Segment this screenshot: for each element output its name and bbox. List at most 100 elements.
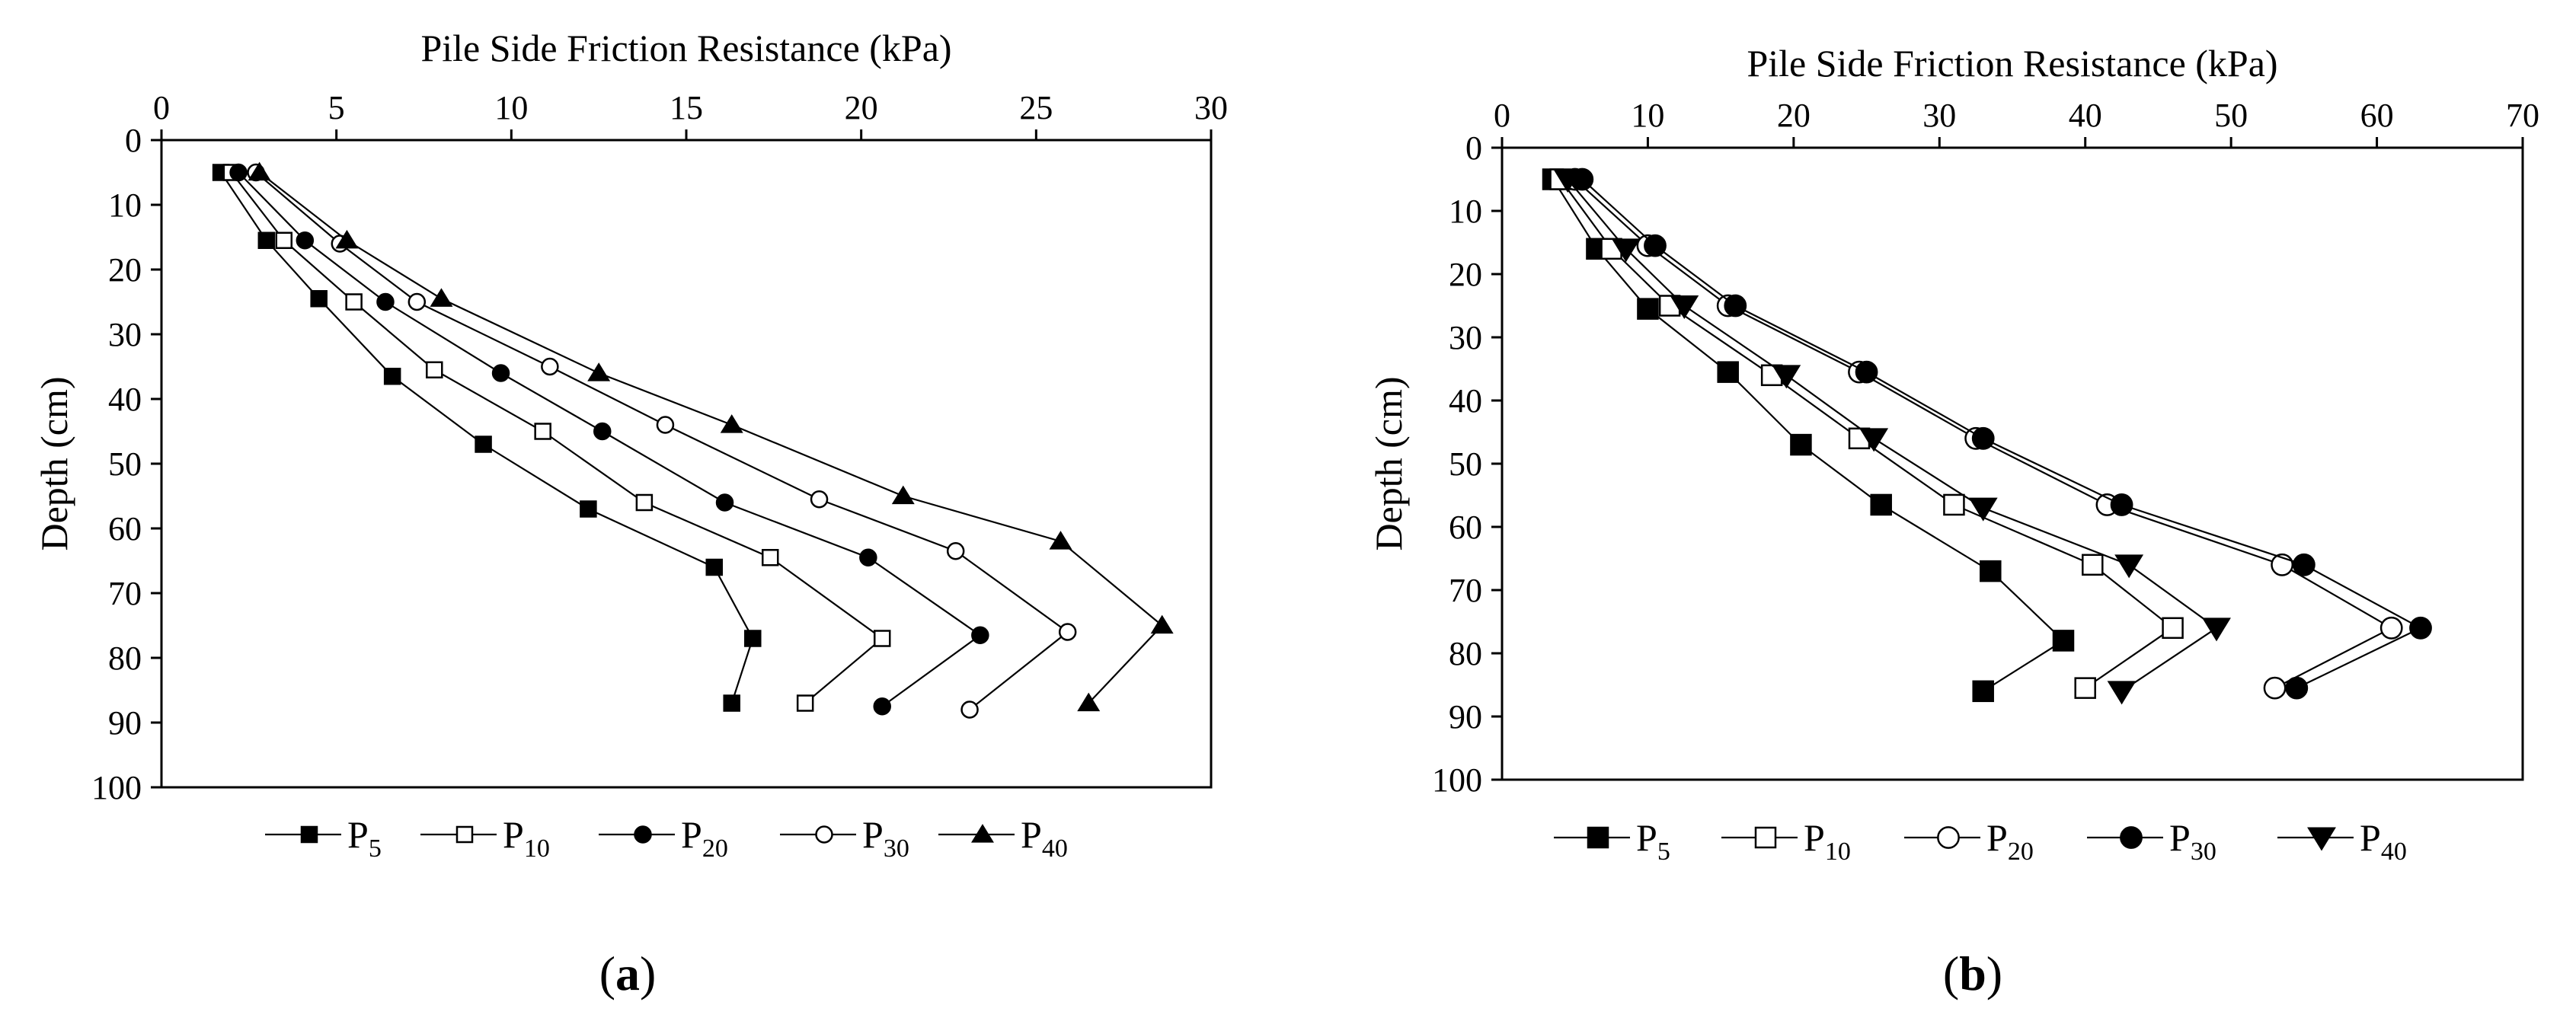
y-tick-label: 100 bbox=[91, 769, 142, 806]
x-tick-label: 50 bbox=[2214, 97, 2248, 134]
data-point bbox=[426, 361, 443, 378]
panel-label-close: ) bbox=[1986, 946, 2002, 1000]
y-tick-label: 0 bbox=[125, 122, 142, 159]
data-point bbox=[2110, 493, 2133, 516]
legend-label-main: P bbox=[1804, 816, 1825, 859]
y-tick-label: 60 bbox=[108, 510, 142, 547]
y-axis-title: Depth (cm) bbox=[1367, 376, 1410, 550]
data-point bbox=[1658, 295, 1681, 317]
legend: P5 P10 P20 P30 P40 bbox=[265, 813, 1068, 863]
data-point bbox=[1077, 692, 1101, 712]
x-axis-title: Pile Side Friction Resistance (kPa) bbox=[420, 27, 951, 69]
data-point bbox=[2107, 681, 2137, 705]
data-point bbox=[810, 490, 829, 509]
data-point bbox=[430, 288, 453, 307]
data-point bbox=[744, 630, 762, 647]
legend-marker bbox=[1937, 826, 1960, 849]
legend-marker bbox=[634, 825, 652, 844]
data-point bbox=[1058, 623, 1077, 641]
x-tick-label: 15 bbox=[670, 89, 703, 126]
data-point bbox=[1150, 614, 1174, 634]
y-tick-label: 90 bbox=[108, 704, 142, 742]
data-point bbox=[859, 548, 877, 566]
data-point bbox=[2074, 677, 2096, 699]
data-point bbox=[296, 231, 315, 250]
x-tick-label: 0 bbox=[1494, 97, 1510, 134]
legend-label: P30 bbox=[862, 813, 909, 863]
series-line bbox=[1567, 178, 2218, 692]
x-tick-label: 10 bbox=[494, 89, 528, 126]
y-tick-label: 50 bbox=[108, 445, 142, 483]
y-tick-label: 30 bbox=[1449, 319, 1482, 356]
data-point bbox=[345, 293, 363, 311]
data-point bbox=[376, 292, 395, 311]
legend-label: P20 bbox=[681, 813, 728, 863]
data-point bbox=[720, 414, 743, 433]
data-point bbox=[2082, 554, 2104, 576]
legend-label: P30 bbox=[2169, 816, 2216, 866]
x-tick-label: 0 bbox=[153, 89, 170, 126]
x-tick-label: 20 bbox=[1777, 97, 1811, 134]
legend-label-sub: 5 bbox=[369, 835, 382, 863]
series-line bbox=[230, 171, 884, 704]
legend-label-main: P bbox=[862, 813, 884, 856]
legend-marker bbox=[1754, 826, 1777, 849]
panel-label-open: ( bbox=[599, 946, 615, 1000]
data-point bbox=[946, 542, 965, 560]
data-point bbox=[335, 229, 359, 249]
legend-label-sub: 30 bbox=[2191, 838, 2216, 866]
data-point bbox=[593, 422, 612, 441]
legend-marker bbox=[2307, 827, 2336, 851]
series-p40 bbox=[1553, 169, 2231, 705]
x-tick-label: 70 bbox=[2506, 97, 2539, 134]
data-point bbox=[1972, 680, 1994, 703]
x-tick-label: 60 bbox=[2360, 97, 2394, 134]
panel-label-letter: a bbox=[615, 946, 640, 1000]
legend-marker bbox=[455, 825, 474, 844]
data-point bbox=[2285, 676, 2309, 700]
data-point bbox=[275, 231, 293, 249]
legend-label-main: P bbox=[2360, 816, 2381, 859]
plot-frame bbox=[160, 139, 1213, 789]
x-tick-label: 25 bbox=[1019, 89, 1053, 126]
legend-label: P40 bbox=[1021, 813, 1068, 863]
legend-label-sub: 40 bbox=[1042, 835, 1068, 863]
legend-label-sub: 40 bbox=[2381, 838, 2407, 866]
x-tick-label: 40 bbox=[2069, 97, 2102, 134]
data-point bbox=[248, 161, 271, 181]
y-tick-label: 100 bbox=[1432, 761, 1482, 799]
data-point bbox=[873, 630, 891, 647]
series-p40 bbox=[248, 161, 1174, 712]
x-tick-label: 30 bbox=[1194, 89, 1228, 126]
data-point bbox=[2162, 617, 2184, 640]
data-point bbox=[635, 493, 654, 512]
data-point bbox=[2202, 618, 2231, 642]
data-point bbox=[2052, 630, 2075, 652]
legend-label: P5 bbox=[347, 813, 382, 863]
x-tick-label: 10 bbox=[1631, 97, 1664, 134]
data-point bbox=[587, 362, 611, 381]
data-point bbox=[1971, 426, 1995, 450]
y-axis-title: Depth (cm) bbox=[33, 376, 75, 550]
data-point bbox=[310, 290, 328, 308]
legend-label: P10 bbox=[503, 813, 550, 863]
data-point bbox=[1611, 238, 1641, 263]
data-point bbox=[715, 493, 734, 512]
data-point bbox=[1870, 493, 1892, 516]
data-point bbox=[1670, 295, 1699, 320]
legend: P5 P10 P20 P30 P40 bbox=[1554, 816, 2407, 866]
panel-a: 0 5 10 15 20 25 30 0 10 20 30 40 50 60 70 80 90 100 Pile S… bbox=[33, 27, 1228, 1000]
legend-marker bbox=[300, 825, 318, 844]
data-point bbox=[2379, 616, 2403, 640]
y-tick-label: 20 bbox=[108, 251, 142, 289]
y-tick-label: 80 bbox=[1449, 635, 1482, 672]
series-line bbox=[1581, 178, 2423, 689]
data-point bbox=[2114, 554, 2144, 579]
data-point bbox=[580, 500, 597, 518]
legend-label: P40 bbox=[2360, 816, 2407, 866]
legend-label-sub: 10 bbox=[1825, 838, 1851, 866]
series-p30 bbox=[1571, 168, 2432, 700]
panel-label-close: ) bbox=[640, 946, 656, 1000]
series-line bbox=[255, 171, 1069, 710]
panel-label: (b) bbox=[1943, 946, 2002, 1000]
